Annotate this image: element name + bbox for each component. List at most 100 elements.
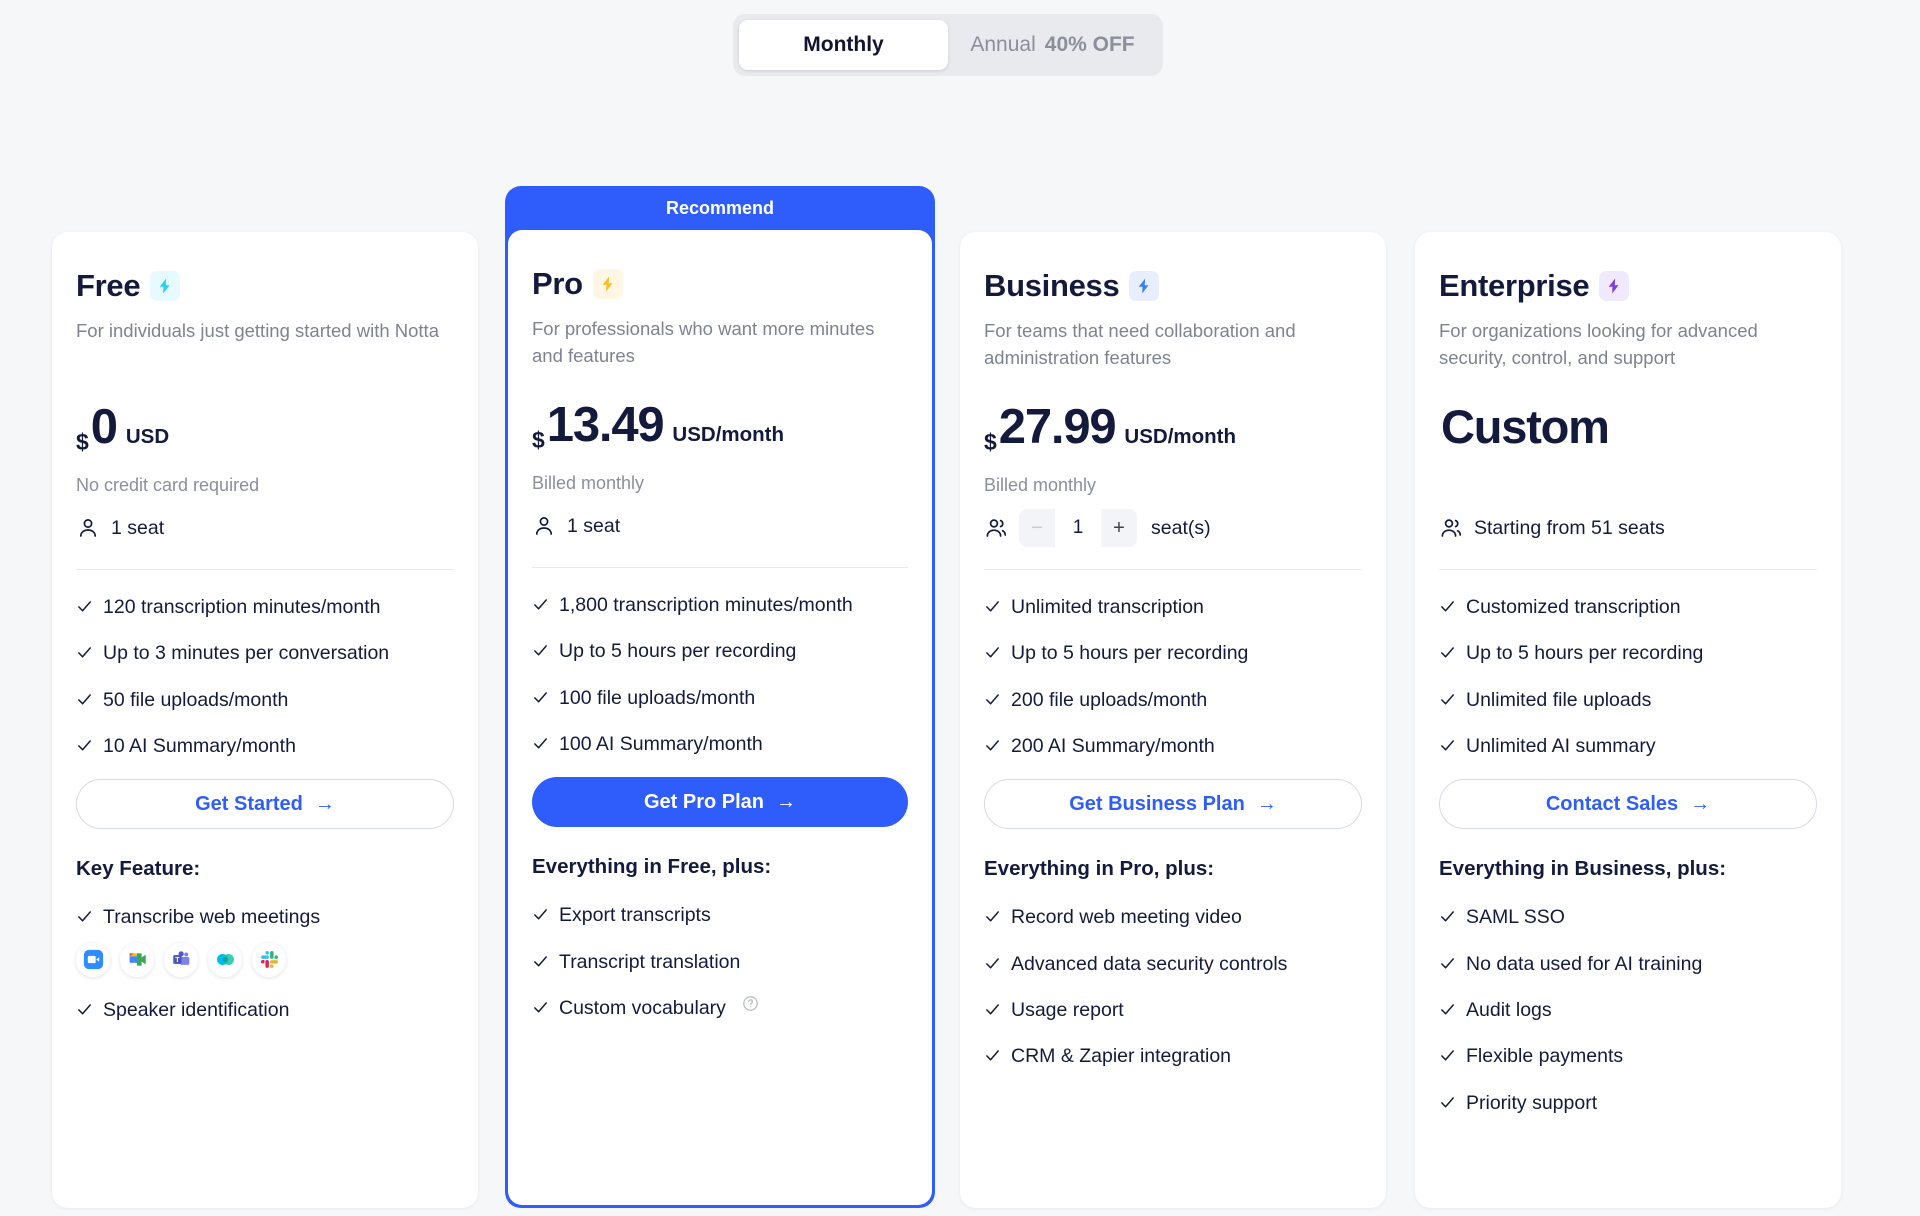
- cta-button-enterprise[interactable]: Contact Sales →: [1439, 779, 1817, 830]
- billing-note: Billed monthly: [984, 475, 1097, 495]
- feature-item: 200 file uploads/month: [984, 687, 1362, 713]
- check-icon: [984, 1047, 1001, 1064]
- plan-card-pro: Recommend Pro For professionals who want…: [505, 186, 935, 1208]
- feature-item: Up to 5 hours per recording: [1439, 640, 1817, 666]
- extra-feature-list: Export transcripts Transcript translation…: [532, 902, 908, 1021]
- plan-description: For professionals who want more minutes …: [532, 318, 875, 367]
- price-unit: USD/month: [672, 423, 785, 446]
- check-icon: [984, 644, 1001, 661]
- feature-list: 120 transcription minutes/month Up to 3 m…: [76, 594, 454, 759]
- price-currency: $: [532, 427, 545, 453]
- check-icon: [532, 596, 549, 613]
- plan-price: $ 13.49 USD/month: [532, 401, 908, 459]
- check-icon: [532, 689, 549, 706]
- billing-option-annual-label: Annual: [970, 33, 1036, 56]
- check-icon: [984, 1001, 1001, 1018]
- plan-card-enterprise: Enterprise For organizations looking for…: [1415, 232, 1841, 1208]
- check-icon: [76, 1001, 93, 1018]
- plan-name: Free: [76, 268, 141, 303]
- plan-description: For individuals just getting started wit…: [76, 320, 439, 341]
- cta-button-business[interactable]: Get Business Plan →: [984, 779, 1362, 830]
- extra-feature-item: Transcribe web meetings: [76, 904, 454, 930]
- check-icon: [532, 735, 549, 752]
- feature-item: 100 AI Summary/month: [532, 731, 908, 757]
- cta-button-free[interactable]: Get Started →: [76, 779, 454, 830]
- extra-section-title: Everything in Free, plus:: [532, 855, 772, 879]
- feature-item: Up to 5 hours per recording: [984, 640, 1362, 666]
- check-icon: [76, 644, 93, 661]
- seat-quantity-stepper[interactable]: − 1 +: [1019, 509, 1137, 547]
- cta-label: Get Business Plan: [1069, 792, 1245, 815]
- feature-list: Unlimited transcription Up to 5 hours per…: [984, 594, 1362, 759]
- seat-increment-button[interactable]: +: [1101, 509, 1137, 547]
- feature-item: 100 file uploads/month: [532, 685, 908, 711]
- check-icon: [984, 598, 1001, 615]
- feature-label: 120 transcription minutes/month: [103, 596, 381, 618]
- user-icon: [76, 516, 100, 540]
- cta-label: Get Started: [195, 792, 303, 815]
- seat-decrement-button[interactable]: −: [1019, 509, 1055, 547]
- seat-info: 1 seat: [532, 507, 908, 545]
- google-meet-icon: [120, 942, 154, 977]
- extra-feature-list: Record web meeting video Advanced data se…: [984, 904, 1362, 1069]
- extra-feature-item: Export transcripts: [532, 902, 908, 928]
- feature-label: Unlimited AI summary: [1466, 734, 1656, 757]
- arrow-right-icon: →: [1690, 793, 1711, 816]
- plan-header: Free: [76, 268, 454, 304]
- plan-header: Enterprise: [1439, 268, 1817, 304]
- divider: [76, 569, 454, 570]
- check-icon: [76, 691, 93, 708]
- extra-feature-item: CRM & Zapier integration: [984, 1043, 1362, 1069]
- divider: [984, 569, 1362, 570]
- plan-description: For teams that need collaboration and ad…: [984, 320, 1296, 369]
- feature-list: Customized transcription Up to 5 hours pe…: [1439, 594, 1817, 759]
- billing-period-toggle[interactable]: Monthly Annual 40% OFF: [733, 14, 1163, 76]
- extra-feature-label: Custom vocabulary: [559, 996, 726, 1019]
- cta-button-pro[interactable]: Get Pro Plan →: [532, 777, 908, 828]
- extra-feature-label: Record web meeting video: [1011, 906, 1242, 929]
- check-icon: [1439, 955, 1456, 972]
- extra-feature-item: Usage report: [984, 997, 1362, 1023]
- extra-feature-list: SAML SSO No data used for AI training Audi…: [1439, 904, 1817, 1116]
- bolt-icon: [592, 269, 623, 299]
- check-icon: [532, 953, 549, 970]
- billing-option-monthly[interactable]: Monthly: [739, 20, 948, 70]
- billing-option-annual[interactable]: Annual 40% OFF: [948, 20, 1157, 70]
- check-icon: [76, 598, 93, 615]
- extra-section-title: Key Feature:: [76, 857, 201, 881]
- svg-text:T: T: [175, 957, 180, 964]
- seat-count-label: 1 seat: [567, 514, 621, 537]
- feature-label: 100 file uploads/month: [559, 686, 756, 709]
- webex-icon: [208, 942, 242, 977]
- check-icon: [1439, 908, 1456, 925]
- cta-label: Get Pro Plan: [643, 790, 765, 813]
- integration-icons: T: [76, 942, 454, 977]
- feature-label: 10 AI Summary/month: [103, 734, 296, 757]
- help-icon[interactable]: [742, 995, 759, 1012]
- plan-card-pro-body: Pro For professionals who want more minu…: [508, 230, 932, 1205]
- plan-card-business: Business For teams that need collaborati…: [960, 232, 1386, 1208]
- extra-feature-label: CRM & Zapier integration: [1011, 1045, 1232, 1068]
- billing-note: [1439, 475, 1817, 497]
- plan-header: Business: [984, 268, 1362, 304]
- plan-description: For organizations looking for advanced s…: [1439, 320, 1758, 369]
- users-icon: [1439, 516, 1463, 540]
- billing-note: No credit card required: [76, 475, 260, 495]
- seat-quantity-value[interactable]: 1: [1055, 509, 1101, 547]
- feature-label: 200 file uploads/month: [1011, 688, 1208, 711]
- feature-label: 1,800 transcription minutes/month: [559, 594, 853, 616]
- check-icon: [1439, 1047, 1456, 1064]
- extra-feature-item: Record web meeting video: [984, 904, 1362, 930]
- feature-label: 200 AI Summary/month: [1011, 734, 1215, 757]
- feature-item: Customized transcription: [1439, 594, 1817, 620]
- extra-feature-item: Speaker identification: [76, 997, 454, 1023]
- check-icon: [984, 955, 1001, 972]
- bolt-icon: [150, 271, 181, 301]
- billing-option-monthly-label: Monthly: [803, 33, 884, 56]
- plan-price: $ 27.99 USD/month: [984, 403, 1362, 461]
- check-icon: [76, 908, 93, 925]
- check-icon: [532, 642, 549, 659]
- extra-feature-label: Export transcripts: [559, 904, 711, 927]
- extra-feature-label: Advanced data security controls: [1011, 952, 1288, 975]
